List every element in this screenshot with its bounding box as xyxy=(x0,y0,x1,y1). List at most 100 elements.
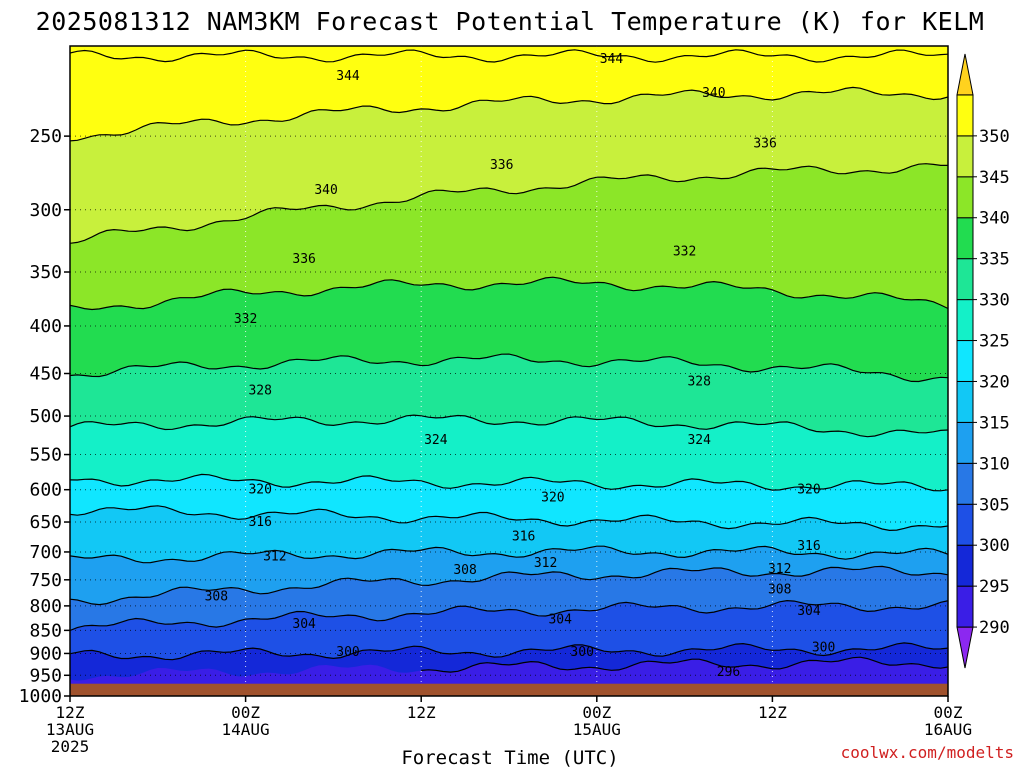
contour-324 xyxy=(70,414,948,438)
contour-label-320: 320 xyxy=(541,490,564,505)
contour-label-336: 336 xyxy=(490,158,513,173)
contour-336 xyxy=(70,163,948,244)
y-tick-label-250: 250 xyxy=(29,126,62,147)
contour-label-344: 344 xyxy=(600,52,624,67)
colorbar-swatch-11 xyxy=(956,176,974,219)
contour-label-312: 312 xyxy=(534,556,557,571)
contour-label-308: 308 xyxy=(453,563,476,578)
colorbar-swatch-2 xyxy=(956,544,974,587)
contour-300 xyxy=(70,642,948,661)
contour-label-300: 300 xyxy=(336,645,359,660)
contour-labels: 344 344 340 340 336 336 336 332 332 328 328 324 324 3… xyxy=(205,52,836,680)
colorbar-label-300: 300 xyxy=(979,536,1010,556)
contour-label-328: 328 xyxy=(687,375,710,390)
contour-296 xyxy=(421,656,948,673)
x-tick-label-0-2: 13AUG xyxy=(46,720,94,739)
colorbar-swatch-4 xyxy=(956,462,974,505)
contour-label-332: 332 xyxy=(234,312,257,327)
contour-label-340: 340 xyxy=(314,183,337,198)
contour-308 xyxy=(70,565,948,606)
x-tick-label-3-2: 15AUG xyxy=(573,720,621,739)
colorbar-swatch-6 xyxy=(956,380,974,423)
contour-label-308: 308 xyxy=(205,590,228,605)
colorbar-label-290: 290 xyxy=(979,618,1010,638)
contour-label-316: 316 xyxy=(512,529,535,544)
contour-label-296: 296 xyxy=(717,665,740,680)
plot-frame xyxy=(69,45,949,697)
contour-label-304: 304 xyxy=(548,612,572,627)
y-tick-label-600: 600 xyxy=(29,480,62,501)
colorbar-label-340: 340 xyxy=(979,209,1010,229)
contour-label-304: 304 xyxy=(797,604,821,619)
y-tick-label-300: 300 xyxy=(29,200,62,221)
contour-340 xyxy=(70,86,948,142)
contour-label-336: 336 xyxy=(753,137,776,152)
colorbar-swatch-9 xyxy=(956,258,974,301)
contour-328 xyxy=(70,353,948,383)
contour-label-304: 304 xyxy=(292,617,316,632)
contour-332 xyxy=(70,276,948,311)
contour-label-316: 316 xyxy=(248,515,271,530)
contour-label-312: 312 xyxy=(768,562,791,577)
y-tick-label-550: 550 xyxy=(29,445,62,466)
y-tick-label-900: 900 xyxy=(29,643,62,664)
colorbar-arrow-top xyxy=(956,53,974,96)
contour-label-332: 332 xyxy=(673,245,696,260)
contour-label-324: 324 xyxy=(687,433,711,448)
x-tick-label-5-2: 16AUG xyxy=(924,720,972,739)
colorbar-swatch-12 xyxy=(956,135,974,178)
colorbar: 290 295 300 305 310 315 320 325 330 335 340 345 350 xyxy=(956,53,1010,669)
contour-304 xyxy=(70,599,948,632)
colorbar-label-325: 325 xyxy=(979,332,1010,352)
contour-label-320: 320 xyxy=(248,482,271,497)
colorbar-swatch-10 xyxy=(956,217,974,260)
contour-312 xyxy=(70,545,948,564)
colorbar-swatch-7 xyxy=(956,340,974,382)
x-axis-label: Forecast Time (UTC) xyxy=(401,747,618,768)
y-tick-label-500: 500 xyxy=(29,406,62,427)
contour-label-312: 312 xyxy=(263,549,286,564)
contour-316 xyxy=(70,505,948,532)
grid-lines xyxy=(70,46,948,696)
colorbar-label-310: 310 xyxy=(979,454,1010,474)
contour-label-324: 324 xyxy=(424,433,448,448)
x-tick-label-1-2: 14AUG xyxy=(222,720,270,739)
x-tick-label-3-1: 00Z xyxy=(582,703,611,722)
y-tick-label-850: 850 xyxy=(29,620,62,641)
colorbar-swatch-5 xyxy=(956,421,974,464)
contour-label-316: 316 xyxy=(797,539,820,554)
y-tick-label-800: 800 xyxy=(29,596,62,617)
colorbar-arrow-bottom xyxy=(956,626,974,669)
y-tick-label-400: 400 xyxy=(29,316,62,337)
y-tick-label-1000: 1000 xyxy=(19,686,62,707)
x-tick-label-5-1: 00Z xyxy=(934,703,963,722)
colorbar-swatch-3 xyxy=(956,503,974,546)
x-tick-label-0-1: 12Z xyxy=(56,703,85,722)
contour-label-308: 308 xyxy=(768,582,791,597)
x-tick-label-0-3: 2025 xyxy=(51,737,90,756)
contour-344 xyxy=(70,49,948,63)
contour-320 xyxy=(70,473,948,492)
colorbar-swatch-13 xyxy=(956,94,974,137)
colorbar-label-350: 350 xyxy=(979,127,1010,147)
x-tick-label-2-1: 12Z xyxy=(407,703,436,722)
y-axis: 2503003504004505005506006507007508008509… xyxy=(19,126,70,707)
chart-title: 2025081312 NAM3KM Forecast Potential Tem… xyxy=(36,7,985,36)
colorbar-swatch-1 xyxy=(956,585,974,628)
contour-lines xyxy=(70,49,948,673)
colorbar-label-345: 345 xyxy=(979,168,1010,188)
colorbar-label-320: 320 xyxy=(979,372,1010,392)
temperature-fill-layer xyxy=(70,46,948,696)
contour-label-336: 336 xyxy=(292,252,315,267)
contour-label-328: 328 xyxy=(248,383,271,398)
y-tick-label-750: 750 xyxy=(29,570,62,591)
y-tick-label-350: 350 xyxy=(29,262,62,283)
ground-fill xyxy=(70,683,948,696)
x-tick-label-1-1: 00Z xyxy=(231,703,260,722)
contour-label-300: 300 xyxy=(812,641,835,656)
colorbar-swatch-8 xyxy=(956,299,974,342)
y-tick-label-450: 450 xyxy=(29,364,62,385)
colorbar-label-295: 295 xyxy=(979,577,1010,597)
y-tick-label-650: 650 xyxy=(29,512,62,533)
